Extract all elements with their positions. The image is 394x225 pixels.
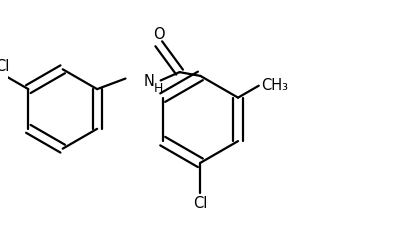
Text: O: O <box>153 27 165 42</box>
Text: H: H <box>154 81 164 94</box>
Text: Cl: Cl <box>193 195 208 210</box>
Text: Cl: Cl <box>0 59 9 74</box>
Text: CH₃: CH₃ <box>261 78 288 93</box>
Text: N: N <box>144 74 154 89</box>
